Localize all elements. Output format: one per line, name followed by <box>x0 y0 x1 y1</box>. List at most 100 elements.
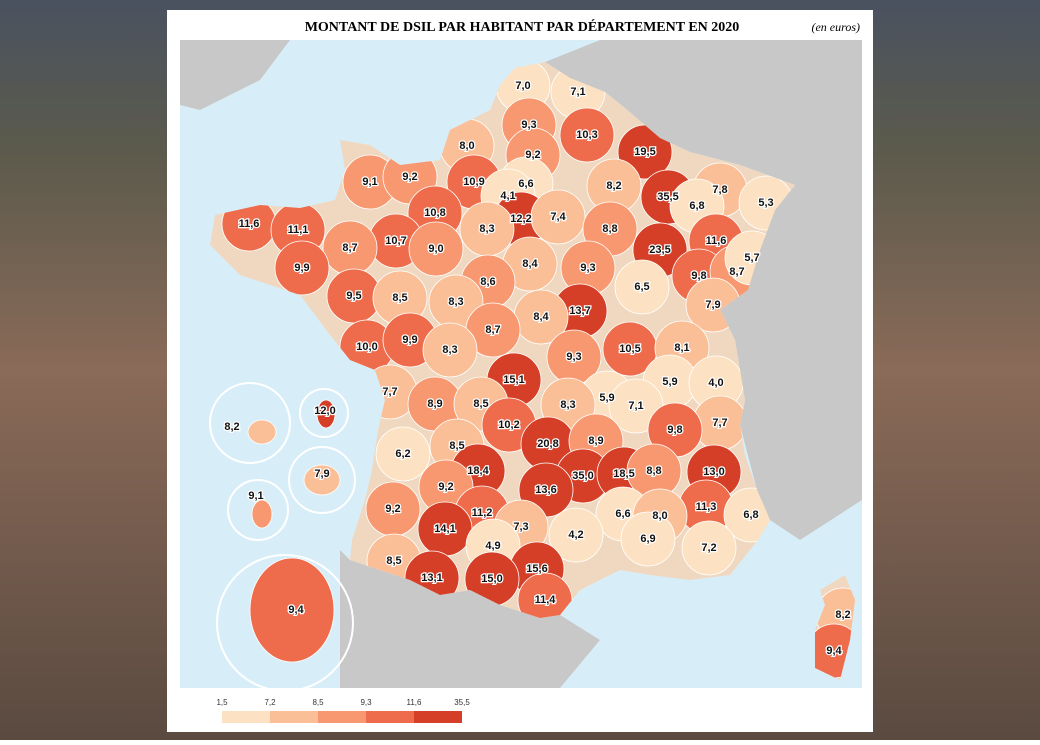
department-label: 7,9 <box>705 299 720 311</box>
department-label: 10,8 <box>424 207 445 219</box>
department-label: 11,4 <box>535 594 557 606</box>
department-label: 8,5 <box>386 555 401 567</box>
inset-ring <box>299 388 349 438</box>
department-label: 10,2 <box>498 419 519 431</box>
department-label: 19,5 <box>634 146 655 158</box>
department-label: 9,9 <box>294 262 309 274</box>
department <box>530 189 586 245</box>
department-label: 5,9 <box>599 392 614 404</box>
department-label: 8,2 <box>606 180 621 192</box>
department-label: 15,0 <box>481 573 502 585</box>
legend-label: 8,5 <box>312 698 324 707</box>
department-label: 6,6 <box>518 178 533 190</box>
legend-swatch <box>318 711 366 723</box>
department-label: 9,8 <box>691 270 706 282</box>
department-label: 9,8 <box>667 424 682 436</box>
department-label: 13,6 <box>535 484 556 496</box>
department-label: 10,7 <box>385 235 406 247</box>
overseas-label: 12,0 <box>314 405 335 417</box>
neighbour-land <box>180 40 290 110</box>
department-label: 8,2 <box>835 609 850 621</box>
department-label: 11,3 <box>696 501 717 513</box>
department-label: 35,5 <box>657 191 678 203</box>
unit-note: (en euros) <box>811 20 860 34</box>
department-label: 20,8 <box>537 438 558 450</box>
department-label: 9,0 <box>428 243 443 255</box>
department <box>548 507 604 563</box>
neighbour-land <box>340 550 600 688</box>
department-label: 7,2 <box>701 542 716 554</box>
legend-label: 7,2 <box>264 698 276 707</box>
department-label: 7,4 <box>550 211 566 223</box>
department <box>375 426 431 482</box>
legend: 1,5 7,2 8,5 9,3 11,6 35,5 <box>216 698 470 723</box>
legend-label: 1,5 <box>216 698 228 707</box>
overseas-label: 8,2 <box>224 421 239 433</box>
legend-label: 35,5 <box>454 698 470 707</box>
department-label: 10,0 <box>356 341 377 353</box>
department-label: 8,1 <box>674 342 689 354</box>
department-label: 8,0 <box>459 140 474 152</box>
legend-swatch <box>366 711 414 723</box>
department <box>422 322 478 378</box>
department-label: 7,7 <box>382 386 397 398</box>
overseas-label: 7,9 <box>314 468 329 480</box>
legend-swatch <box>270 711 318 723</box>
department-label: 9,5 <box>346 290 361 302</box>
labels: 7,0 7,19,310,319,58,09,29,1 9,2 10,9 6,64,18… <box>223 79 852 659</box>
department-label: 4,1 <box>500 190 515 202</box>
department-label: 6,2 <box>395 448 410 460</box>
department-label: 8,3 <box>448 296 463 308</box>
legend-label: 9,3 <box>360 698 372 707</box>
overseas-department <box>249 557 335 663</box>
department-label: 15,6 <box>526 563 547 575</box>
department-label: 7,0 <box>515 80 530 92</box>
department-label: 10,3 <box>576 129 597 141</box>
department-label: 11,1 <box>288 224 309 236</box>
legend-label: 11,6 <box>407 698 423 707</box>
department-label: 9,4 <box>826 645 842 657</box>
department-label: 9,1 <box>362 176 377 188</box>
department-label: 8,9 <box>427 398 442 410</box>
department-label: 8,7 <box>729 266 744 278</box>
department-label: 8,5 <box>392 292 407 304</box>
overseas-department <box>316 399 336 429</box>
department-label: 8,4 <box>522 258 538 270</box>
department-label: 4,2 <box>568 529 583 541</box>
department-label: 8,4 <box>533 311 549 323</box>
department-label: 7,7 <box>712 417 727 429</box>
department-label: 4,9 <box>485 540 500 552</box>
department-label: 12,2 <box>510 213 531 225</box>
department <box>620 511 676 567</box>
department <box>614 259 670 315</box>
department <box>559 107 615 163</box>
overseas-department <box>251 499 273 529</box>
department-label: 5,9 <box>662 376 677 388</box>
neighbour-land <box>545 40 862 540</box>
department-label: 8,3 <box>479 223 494 235</box>
department-label: 8,0 <box>652 510 667 522</box>
department <box>408 221 464 277</box>
department-label: 9,2 <box>385 503 400 515</box>
inset-ring <box>216 554 354 692</box>
department-label: 5,7 <box>744 252 759 264</box>
department-label: 8,8 <box>602 223 617 235</box>
department-label: 8,5 <box>473 398 488 410</box>
departments <box>221 62 855 679</box>
department-label: 11,6 <box>706 235 727 247</box>
department-label: 9,2 <box>525 149 540 161</box>
department-label: 9,9 <box>402 334 417 346</box>
department-label: 15,1 <box>503 374 524 386</box>
inset-ring <box>227 479 289 541</box>
department-label: 8,9 <box>588 435 603 447</box>
department-label: 18,4 <box>467 465 489 477</box>
department <box>681 520 737 576</box>
legend-swatch <box>222 711 270 723</box>
department-label: 6,6 <box>615 508 630 520</box>
department-label: 9,3 <box>566 351 581 363</box>
department-label: 9,2 <box>438 481 453 493</box>
department-label: 9,3 <box>580 262 595 274</box>
department-label: 6,8 <box>743 509 758 521</box>
